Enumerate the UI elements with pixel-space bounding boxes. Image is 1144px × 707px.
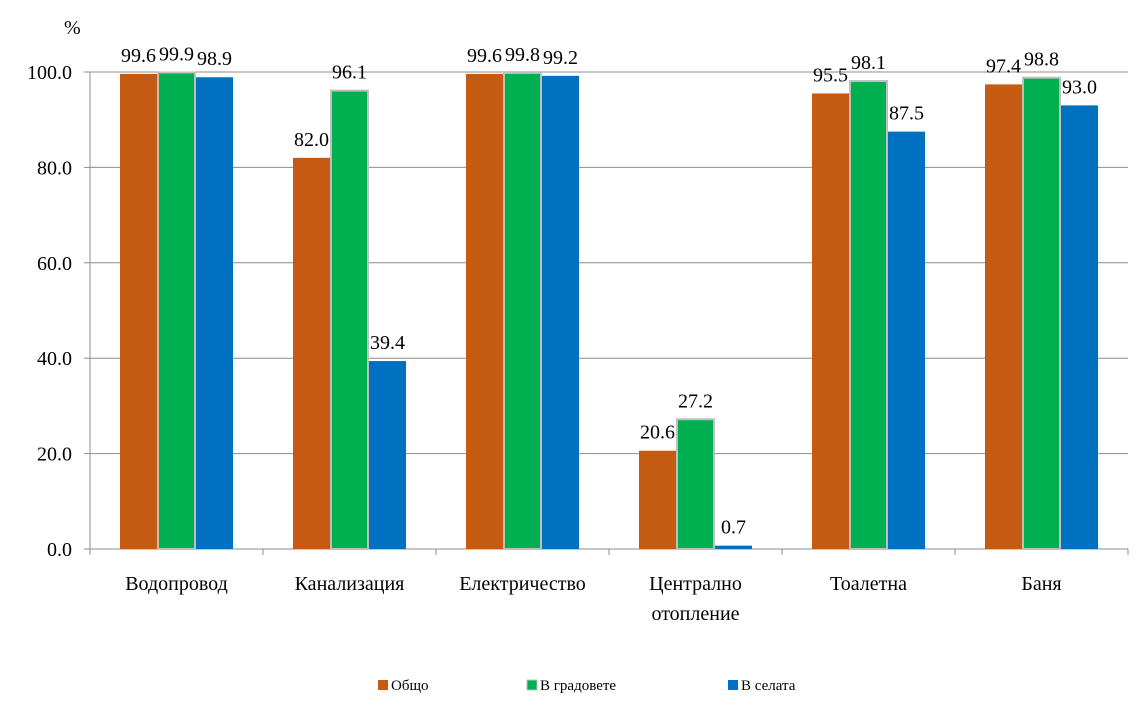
bar <box>715 545 752 549</box>
axes: 0.0 20.0 40.0 60.0 80.0 100.0% Водопровод Канал… <box>27 17 1129 625</box>
legend-swatch <box>378 680 388 690</box>
data-label: 98.8 <box>1024 49 1059 71</box>
data-label: 99.6 <box>121 45 156 67</box>
x-category-label: Баня <box>1021 573 1061 595</box>
bar <box>293 157 330 550</box>
x-category-label: Канализация <box>295 573 405 595</box>
x-category-label: отопление <box>651 603 739 625</box>
bar <box>542 75 579 549</box>
bar <box>888 131 925 549</box>
y-tick-label: 60.0 <box>37 253 72 275</box>
bar <box>120 73 157 550</box>
bar <box>639 450 676 549</box>
legend-swatch <box>728 680 738 690</box>
bars <box>120 71 1098 551</box>
data-label: 96.1 <box>332 62 367 84</box>
y-tick-label: 40.0 <box>37 348 72 370</box>
y-tick-label: 0.0 <box>47 539 72 561</box>
data-label: 82.0 <box>294 129 329 151</box>
data-label: 99.6 <box>467 45 502 67</box>
bar <box>196 77 233 549</box>
data-label: 99.9 <box>159 43 194 65</box>
data-label: 87.5 <box>889 103 924 125</box>
y-tick-label: 80.0 <box>37 157 72 179</box>
data-label: 93.0 <box>1062 76 1097 98</box>
data-label: 0.7 <box>721 517 746 539</box>
data-label: 95.5 <box>813 64 848 86</box>
data-label: 98.9 <box>197 48 232 70</box>
data-label: 20.6 <box>640 422 675 444</box>
bar <box>849 80 888 551</box>
bar <box>157 71 196 551</box>
y-tick-label: 100.0 <box>27 62 72 84</box>
data-label: 97.4 <box>986 55 1021 77</box>
bar <box>812 93 849 549</box>
bar <box>503 71 542 550</box>
x-category-label: Водопровод <box>125 573 228 595</box>
data-label: 27.2 <box>678 390 713 412</box>
legend-label: В градовете <box>540 678 616 694</box>
legend: Общо В градовете В селата <box>378 678 796 694</box>
legend-label: В селата <box>741 678 796 694</box>
bar <box>985 84 1022 549</box>
bar <box>1061 105 1098 549</box>
y-axis-unit-label: % <box>64 17 81 39</box>
bar <box>330 89 369 550</box>
y-tick-label: 20.0 <box>37 444 72 466</box>
legend-swatch <box>526 679 538 691</box>
data-label: 98.1 <box>851 52 886 74</box>
bar <box>1022 76 1061 550</box>
bar <box>676 418 715 551</box>
data-label: 99.8 <box>505 44 540 66</box>
bar <box>466 73 503 550</box>
data-label: 39.4 <box>370 332 405 354</box>
data-labels: 99.6 99.9 98.982.096.139.499.6 99.8 99.220.6… <box>121 43 1097 538</box>
x-category-label: Тоалетна <box>830 573 907 595</box>
x-category-label: Централно <box>649 573 742 595</box>
gridlines <box>90 71 1128 455</box>
x-category-label: Електричество <box>459 573 586 595</box>
bar <box>369 361 406 549</box>
legend-label: Общо <box>391 678 429 694</box>
data-label: 99.2 <box>543 47 578 69</box>
